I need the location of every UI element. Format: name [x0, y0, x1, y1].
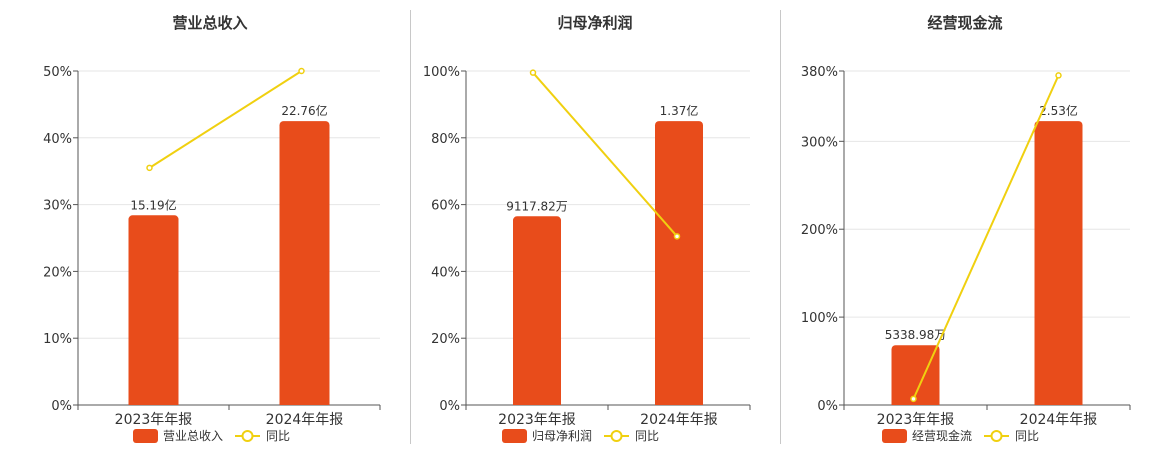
bar-base [513, 399, 561, 405]
legend-swatch-point [610, 430, 623, 442]
bar-base [891, 399, 940, 405]
data-label: 1.37亿 [660, 103, 699, 118]
bar [1034, 121, 1083, 405]
bar-base [655, 399, 703, 405]
legend-label: 同比 [266, 429, 290, 443]
x-tick-label: 2023年年报 [877, 412, 955, 428]
y-tick-label: 20% [43, 265, 72, 280]
chart-svg: 0% 100% 200% 300% 380% 2023年年报 2024年年报 5338.98万… [801, 65, 1131, 443]
y-tick-label: 200% [801, 223, 838, 238]
y-tick-label: 40% [43, 132, 72, 147]
chart-panel-cash-flow: 经营现金流 0% 100% 200% 300% 380% 2023年年报 2024年年报 53… [780, 0, 1150, 450]
bar [128, 215, 179, 405]
y-tick-label: 20% [431, 332, 460, 347]
y-tick-label: 0% [51, 399, 72, 414]
x-tick-label: 2023年年报 [115, 412, 193, 428]
legend-label: 经营现金流 [912, 428, 972, 443]
line-point [910, 395, 917, 403]
bar [513, 216, 561, 405]
series-line [912, 74, 1060, 400]
legend-swatch-bar [133, 429, 158, 443]
data-label: 22.76亿 [281, 103, 327, 118]
y-tick-label: 30% [43, 199, 72, 214]
chart-panel-net-profit: 归母净利润 0% 20% 40% 60% 80% 100% 2023年年报 2024年年报 91… [410, 0, 780, 450]
y-tick-label: 0% [817, 399, 838, 414]
bar [891, 345, 940, 405]
line-point [529, 69, 537, 76]
bar-base [128, 399, 179, 405]
data-label: 15.19亿 [130, 197, 176, 212]
y-tick-label: 100% [801, 311, 838, 326]
data-label: 2.53亿 [1039, 103, 1078, 118]
y-tick-label: 80% [431, 132, 460, 147]
series-line [148, 70, 303, 169]
divider [410, 10, 411, 444]
chart-panel-revenue: 营业总收入 0% 10% 20% 30% 40% 50% 2023年年报 2024年年报 15.… [30, 0, 390, 450]
y-tick-label: 0% [439, 399, 460, 414]
y-tick-label: 300% [801, 135, 838, 150]
x-tick-label: 2024年年报 [266, 412, 344, 428]
legend-label: 归母净利润 [532, 429, 592, 443]
x-tick-label: 2023年年报 [498, 412, 576, 428]
bar [279, 121, 330, 405]
line-point [673, 233, 681, 240]
y-tick-label: 380% [801, 65, 838, 80]
line-point [298, 67, 305, 75]
y-tick-label: 10% [43, 332, 72, 347]
data-label: 9117.82万 [506, 199, 568, 213]
x-tick-label: 2024年年报 [640, 412, 718, 428]
legend-swatch-bar [502, 429, 527, 443]
bar-base [1034, 399, 1083, 405]
data-label: 5338.98万 [885, 328, 947, 342]
x-tick-label: 2024年年报 [1020, 412, 1098, 428]
bar-base [279, 399, 330, 405]
divider [780, 10, 781, 444]
legend-swatch-point [990, 430, 1003, 442]
line-point [146, 164, 153, 172]
legend-swatch-point [241, 430, 254, 442]
legend-swatch-bar [882, 429, 907, 443]
chart-svg: 0% 10% 20% 30% 40% 50% 2023年年报 2024年年报 15.19亿 22.… [43, 65, 381, 443]
line-point [1055, 72, 1062, 79]
legend-label: 同比 [635, 429, 659, 443]
y-tick-label: 60% [431, 199, 460, 214]
series-line [532, 72, 678, 237]
bar [655, 121, 703, 405]
chart-title: 经营现金流 [927, 14, 1003, 32]
chart-title: 归母净利润 [557, 14, 633, 32]
y-tick-label: 100% [423, 65, 460, 80]
chart-svg: 0% 20% 40% 60% 80% 100% 2023年年报 2024年年报 9117.82万… [423, 65, 751, 443]
chart-title: 营业总收入 [172, 14, 248, 32]
legend-label: 同比 [1015, 429, 1039, 443]
y-tick-label: 50% [43, 65, 72, 80]
legend-label: 营业总收入 [163, 429, 223, 443]
y-tick-label: 40% [431, 265, 460, 280]
